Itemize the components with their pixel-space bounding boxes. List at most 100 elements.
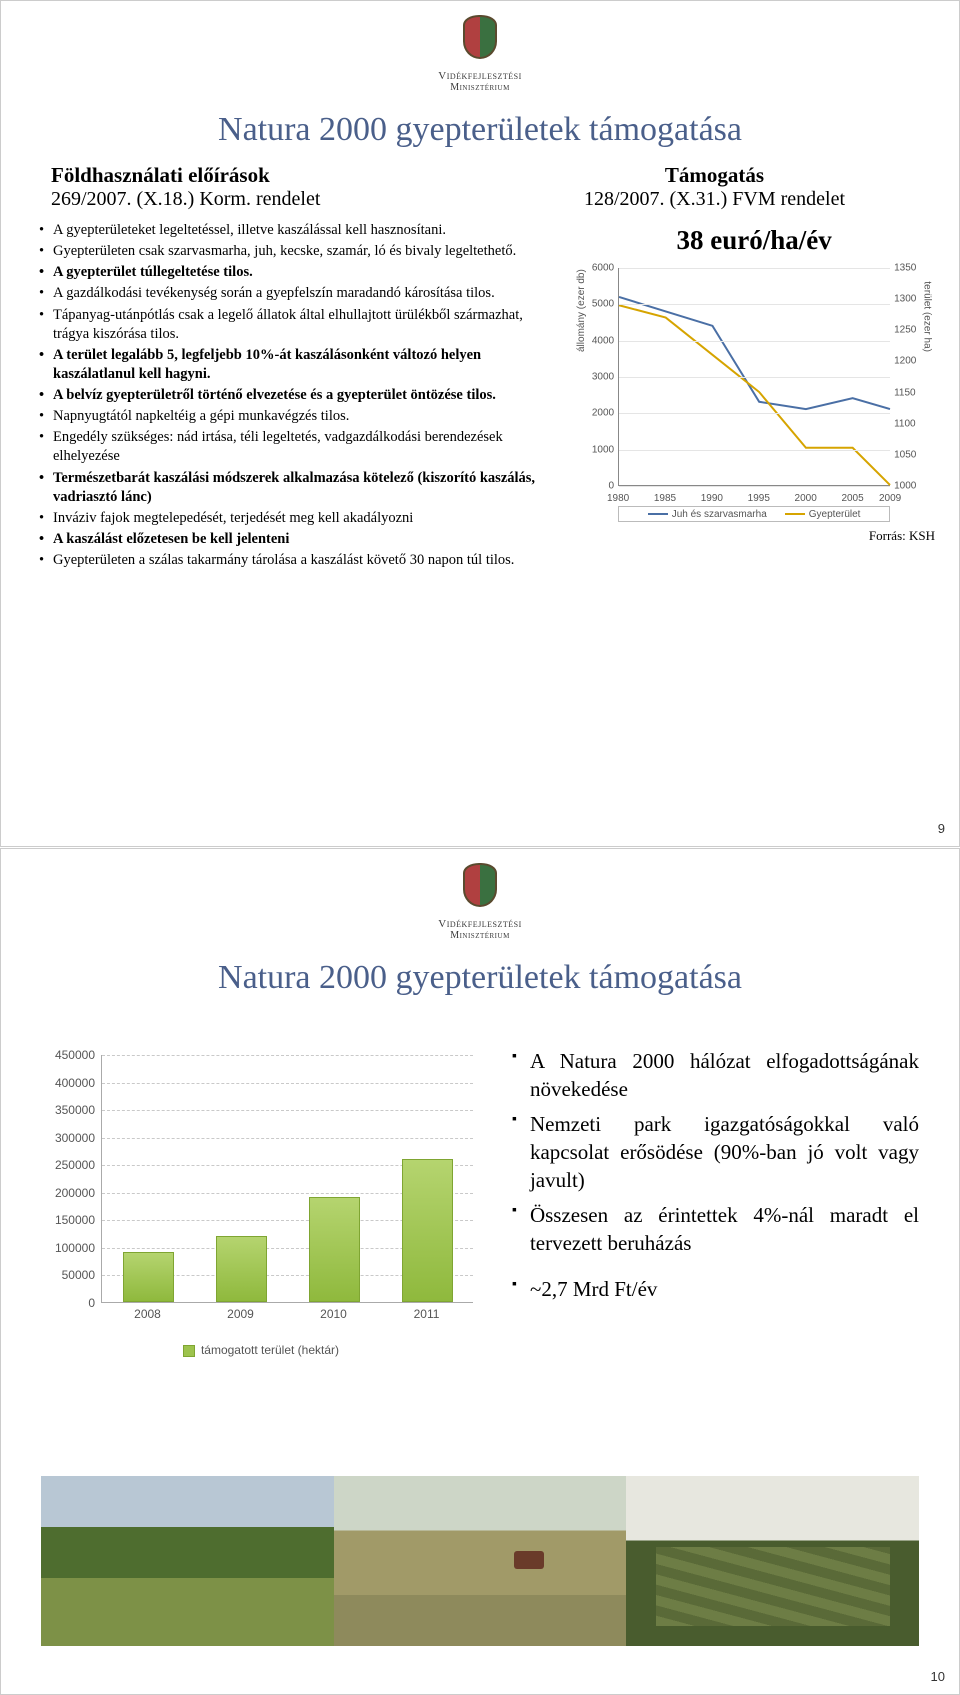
legend-swatch: [648, 513, 668, 515]
slide2-body: támogatott terület (hektár) 050000100000…: [1, 1047, 959, 1357]
header-crest-block: Vidékfejlesztési Minisztérium: [1, 15, 959, 93]
barchart-xtick: 2009: [227, 1307, 254, 1321]
requirement-item: Természetbarát kaszálási módszerek alkal…: [39, 469, 555, 507]
linechart-series: [619, 297, 890, 409]
requirement-item: Inváziv fajok megtelepedését, terjedését…: [39, 509, 555, 528]
photo-tractor-mowing: [334, 1476, 627, 1646]
barchart-ytick: 300000: [41, 1131, 95, 1145]
barchart-bar: [216, 1236, 267, 1302]
linechart-xtick: 2005: [841, 493, 863, 504]
requirement-item: Tápanyag-utánpótlás csak a legelő állato…: [39, 306, 555, 344]
linechart-legend-item: Gyepterület: [785, 509, 861, 520]
linechart-ytick-left: 4000: [574, 335, 614, 346]
linechart-right-axis-title: terület (ezer ha): [921, 281, 932, 352]
requirement-item: Gyepterületen a szálas takarmány tárolás…: [39, 551, 555, 570]
linechart-ytick-right: 1300: [894, 294, 934, 305]
slide1-body: A gyepterületeket legeltetéssel, illetve…: [1, 221, 959, 572]
linechart-ytick-left: 6000: [574, 263, 614, 274]
linechart-xtick: 1980: [607, 493, 629, 504]
legend-label: Gyepterület: [809, 509, 861, 520]
barchart-ytick: 100000: [41, 1241, 95, 1255]
linechart-ytick-left: 3000: [574, 372, 614, 383]
slide-1: Vidékfejlesztési Minisztérium Natura 200…: [0, 0, 960, 847]
legend-swatch: [785, 513, 805, 515]
barchart-xtick: 2011: [414, 1307, 440, 1321]
slide-2: Vidékfejlesztési Minisztérium Natura 200…: [0, 848, 960, 1695]
barchart-xtick: 2010: [320, 1307, 347, 1321]
linechart-ytick-left: 0: [574, 481, 614, 492]
linechart-ytick-right: 1000: [894, 481, 934, 492]
linechart-ytick-left: 2000: [574, 408, 614, 419]
linechart-legend: Juh és szarvasmarha Gyepterület: [618, 506, 890, 522]
ministry-line2: Minisztérium: [1, 82, 959, 93]
barchart-ytick: 50000: [41, 1268, 95, 1282]
supported-area-barchart: támogatott terület (hektár) 050000100000…: [41, 1047, 481, 1357]
requirements-list: A gyepterületeket legeltetéssel, illetve…: [39, 221, 555, 572]
linechart-ytick-right: 1100: [894, 418, 934, 429]
barchart-legend-swatch: [183, 1345, 195, 1357]
barchart-ytick: 200000: [41, 1186, 95, 1200]
slide1-title: Natura 2000 gyepterületek támogatása: [1, 111, 959, 149]
requirement-item: A gazdálkodási tevékenység során a gyepf…: [39, 284, 555, 303]
requirement-item: A belvíz gyepterületről történő elvezeté…: [39, 386, 555, 405]
linechart-ytick-right: 1150: [894, 387, 934, 398]
linechart-legend-item: Juh és szarvasmarha: [648, 509, 767, 520]
barchart-legend: támogatott terület (hektár): [41, 1343, 481, 1357]
linechart-xtick: 2009: [879, 493, 901, 504]
barchart-ytick: 400000: [41, 1076, 95, 1090]
linechart-xtick: 1995: [748, 493, 770, 504]
requirement-item: A terület legalább 5, legfeljebb 10%-át …: [39, 346, 555, 384]
left-subhead-title: Földhasználati előírások: [51, 163, 480, 188]
linechart-xtick: 2000: [795, 493, 817, 504]
header-crest-block-2: Vidékfejlesztési Minisztérium: [1, 863, 959, 941]
barchart-xtick: 2008: [134, 1307, 161, 1321]
livestock-area-linechart: állomány (ezer db) terület (ezer ha) Juh…: [574, 262, 934, 522]
linechart-ytick-left: 1000: [574, 444, 614, 455]
barchart-ytick: 350000: [41, 1103, 95, 1117]
barchart-ytick: 250000: [41, 1158, 95, 1172]
ministry-line2: Minisztérium: [1, 930, 959, 941]
right-subhead-title: Támogatás: [520, 163, 909, 188]
outcome-item: Összesen az érintettek 4%-nál maradt el …: [512, 1201, 919, 1258]
photo-strip: [41, 1476, 919, 1646]
barchart-ytick: 150000: [41, 1213, 95, 1227]
left-subhead-ref: 269/2007. (X.18.) Korm. rendelet: [51, 188, 480, 211]
barchart-bar: [309, 1197, 360, 1302]
left-subhead: Földhasználati előírások 269/2007. (X.18…: [51, 163, 480, 211]
requirement-item: Engedély szükséges: nád irtása, téli leg…: [39, 428, 555, 466]
barchart-ytick: 450000: [41, 1048, 95, 1062]
outcome-item: ~2,7 Mrd Ft/év: [512, 1275, 919, 1303]
linechart-plot-area: [618, 268, 890, 486]
linechart-ytick-right: 1050: [894, 449, 934, 460]
linechart-xtick: 1985: [654, 493, 676, 504]
ministry-name-2: Vidékfejlesztési Minisztérium: [1, 918, 959, 941]
outcomes-list: A Natura 2000 hálózat elfogadottságának …: [512, 1047, 919, 1310]
outcome-item: Nemzeti park igazgatóságokkal való kapcs…: [512, 1110, 919, 1195]
photo-grassland-hill: [41, 1476, 334, 1646]
slide2-title: Natura 2000 gyepterületek támogatása: [1, 959, 959, 997]
requirement-item: A gyepterületeket legeltetéssel, illetve…: [39, 221, 555, 240]
photo-hay-rows: [626, 1476, 919, 1646]
barchart-bar: [123, 1252, 174, 1302]
linechart-ytick-right: 1350: [894, 263, 934, 274]
legend-label: Juh és szarvasmarha: [672, 509, 767, 520]
right-subhead-ref: 128/2007. (X.31.) FVM rendelet: [520, 188, 909, 211]
linechart-xtick: 1990: [701, 493, 723, 504]
linechart-ytick-right: 1200: [894, 356, 934, 367]
ministry-name: Vidékfejlesztési Minisztérium: [1, 70, 959, 93]
barchart-legend-label: támogatott terület (hektár): [201, 1343, 339, 1357]
slide1-pagenum: 9: [938, 821, 945, 836]
right-subhead: Támogatás 128/2007. (X.31.) FVM rendelet: [480, 163, 909, 211]
crest-icon: [463, 15, 497, 59]
requirement-item: Gyepterületen csak szarvasmarha, juh, ke…: [39, 242, 555, 261]
chart-source: Forrás: KSH: [567, 528, 941, 544]
linechart-ytick-left: 5000: [574, 299, 614, 310]
crest-icon: [463, 863, 497, 907]
linechart-ytick-right: 1250: [894, 325, 934, 336]
slide1-subheaders: Földhasználati előírások 269/2007. (X.18…: [1, 163, 959, 211]
requirement-item: Napnyugtától napkeltéig a gépi munkavégz…: [39, 407, 555, 426]
support-rate: 38 euró/ha/év: [567, 225, 941, 256]
barchart-plot-area: [101, 1055, 473, 1303]
requirement-item: A gyepterület túllegeltetése tilos.: [39, 263, 555, 282]
barchart-wrap: támogatott terület (hektár) 050000100000…: [41, 1047, 482, 1357]
